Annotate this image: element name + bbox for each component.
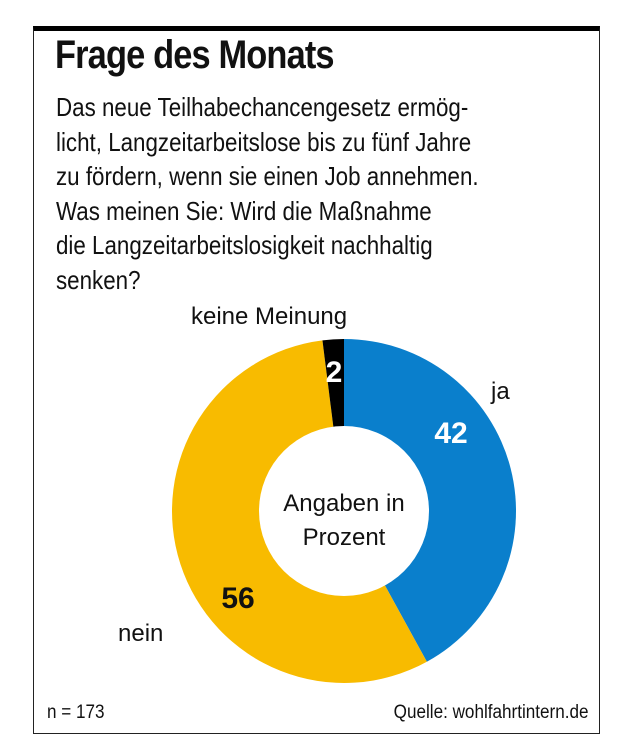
- slice-label-keine-meinung: keine Meinung: [191, 303, 347, 330]
- question-line: Das neue Teilhabechancengesetz ermög-: [56, 92, 469, 122]
- question-line: zu fördern, wenn sie einen Job annehmen.: [56, 161, 479, 191]
- sample-size: n = 173: [47, 702, 105, 723]
- slice-value-ja: 42: [434, 417, 467, 450]
- question-text: Das neue Teilhabechancengesetz ermög- li…: [56, 90, 589, 297]
- slice-label-nein: nein: [118, 620, 163, 647]
- question-line: licht, Langzeitarbeitslose bis zu fünf J…: [56, 126, 472, 157]
- center-label-line-1: Angaben in: [283, 490, 404, 517]
- center-label-line-2: Prozent: [303, 524, 386, 551]
- chart-title: Frage des Monats: [55, 33, 335, 77]
- question-line: die Langzeitarbeitslosigkeit nachhaltig: [56, 230, 433, 260]
- question-line: senken?: [56, 264, 141, 295]
- donut-hole: [259, 426, 429, 596]
- slice-label-ja: ja: [490, 378, 510, 405]
- slice-value-keine-meinung: 2: [326, 356, 343, 389]
- question-line: Was meinen Sie: Wird die Maßnahme: [56, 195, 432, 226]
- slice-value-nein: 56: [221, 582, 254, 615]
- source-note: Quelle: wohlfahrtintern.de: [394, 702, 589, 723]
- chart-frame: [33, 26, 600, 734]
